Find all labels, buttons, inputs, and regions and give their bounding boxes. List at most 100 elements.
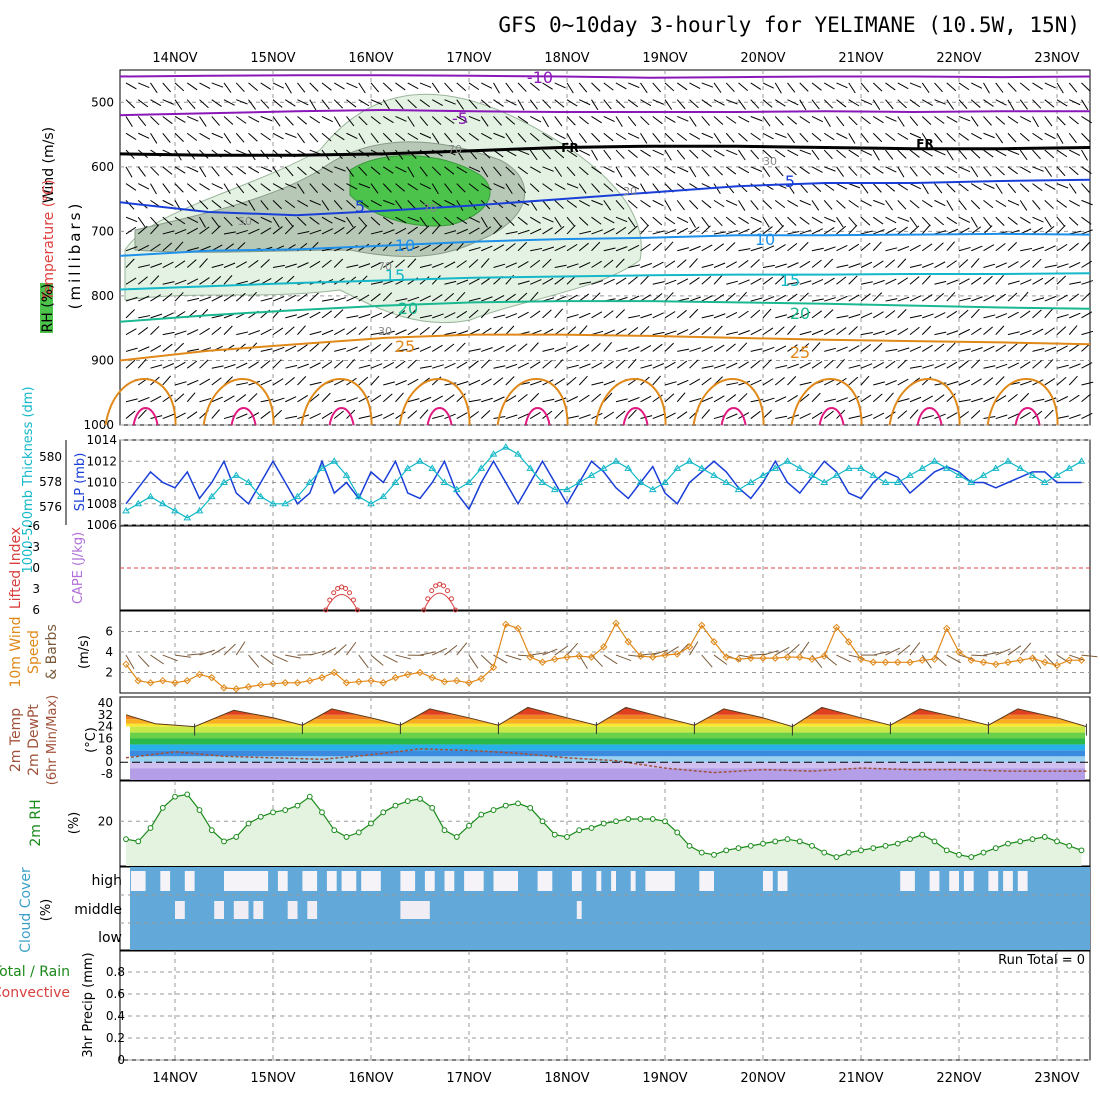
precip-axis-label: 3hr Precip (mm) bbox=[81, 952, 96, 1057]
rh-marker bbox=[724, 848, 729, 853]
rh-marker bbox=[1079, 848, 1084, 853]
wind-tick-label: 4 bbox=[105, 645, 113, 659]
rh-marker bbox=[638, 817, 643, 822]
date-label-top: 22NOV bbox=[936, 51, 981, 66]
isotherm-label: 20 bbox=[790, 304, 810, 323]
date-label-top: 17NOV bbox=[446, 51, 491, 66]
temperature-color-band bbox=[130, 768, 1085, 780]
rh-tick-label: 20 bbox=[98, 814, 113, 828]
pressure-tick-label: 1000 bbox=[83, 418, 114, 432]
rh-marker bbox=[283, 808, 288, 813]
rh-marker bbox=[540, 819, 545, 824]
temperature-warm-band bbox=[120, 724, 1090, 727]
rh-marker bbox=[834, 855, 839, 860]
dewpt2m-axis-label: 2m DewPt bbox=[26, 704, 42, 776]
temperature-color-band bbox=[130, 727, 1085, 733]
pressure-tick-label: 900 bbox=[91, 353, 114, 367]
cloud-high-gap bbox=[445, 871, 455, 891]
cloud-high-gap bbox=[699, 871, 714, 891]
rh-marker bbox=[626, 817, 631, 822]
date-label-bottom: 16NOV bbox=[348, 1071, 393, 1086]
cape-axis-label: CAPE (J/kg) bbox=[71, 532, 86, 604]
cloud-high-gap bbox=[596, 871, 601, 891]
rh-marker bbox=[124, 837, 129, 842]
cloud-row-label: middle bbox=[74, 902, 122, 918]
rh-marker bbox=[859, 848, 864, 853]
temperature-tick-label: 40 bbox=[98, 696, 113, 710]
rh-marker bbox=[675, 830, 680, 835]
rh-marker bbox=[761, 841, 766, 846]
slp-tick-label: 1012 bbox=[86, 454, 117, 468]
cloud-high-gap bbox=[1003, 871, 1013, 891]
isotherm-label: FR bbox=[561, 141, 578, 155]
cloud-high-gap bbox=[611, 871, 616, 891]
slp-tick-label: 1008 bbox=[86, 497, 117, 511]
cloud-middle-gap bbox=[577, 901, 582, 919]
cloud-middle-gap bbox=[234, 901, 249, 919]
rh-marker bbox=[650, 817, 655, 822]
isotherm-label: 25 bbox=[790, 343, 810, 362]
temperature-unit-label: (°C) bbox=[84, 727, 99, 753]
temperature-color-band bbox=[130, 762, 1085, 768]
rh-marker bbox=[1042, 835, 1047, 840]
rh-marker bbox=[797, 839, 802, 844]
run-total-label: Run Total = 0 bbox=[998, 953, 1085, 968]
rh-marker bbox=[883, 843, 888, 848]
rh-marker bbox=[932, 839, 937, 844]
cloud-high-gap bbox=[631, 871, 636, 891]
rh-marker bbox=[1030, 837, 1035, 842]
rh-marker bbox=[136, 839, 141, 844]
rh-marker bbox=[1067, 843, 1072, 848]
rh-marker bbox=[993, 846, 998, 851]
cloud-high-gap bbox=[160, 871, 170, 891]
cloud-high-gap bbox=[1018, 871, 1028, 891]
rh-marker bbox=[430, 805, 435, 810]
date-label-bottom: 14NOV bbox=[152, 1071, 197, 1086]
rh-axis-label: RH (%) bbox=[40, 284, 56, 333]
cloud-high-gap bbox=[400, 871, 415, 891]
rh-marker bbox=[920, 832, 925, 837]
date-label-bottom: 15NOV bbox=[250, 1071, 295, 1086]
isotherm-label: 15 bbox=[780, 271, 800, 290]
rh-marker bbox=[160, 805, 165, 810]
rh-contour-label: 50 bbox=[238, 215, 252, 228]
cloud-cover-fill bbox=[130, 867, 1090, 950]
pressure-tick-label: 800 bbox=[91, 289, 114, 303]
cloud-middle-gap bbox=[400, 901, 429, 919]
cloud-high-gap bbox=[645, 871, 674, 891]
date-label-bottom: 20NOV bbox=[740, 1071, 785, 1086]
date-label-bottom: 19NOV bbox=[642, 1071, 687, 1086]
wind-barbs-axis-label: & Barbs bbox=[44, 624, 60, 680]
wind-tick-label: 6 bbox=[105, 625, 113, 639]
rh-marker bbox=[295, 803, 300, 808]
lifted-index-tick-label: -3 bbox=[28, 540, 40, 554]
rh-marker bbox=[969, 855, 974, 860]
cloud-high-gap bbox=[572, 871, 582, 891]
rh-marker bbox=[1018, 839, 1023, 844]
cloud-high-gap bbox=[494, 871, 519, 891]
wind-unit-label: (m/s) bbox=[77, 635, 92, 669]
rh-marker bbox=[307, 794, 312, 799]
date-label-bottom: 21NOV bbox=[838, 1071, 883, 1086]
rh-marker bbox=[981, 850, 986, 855]
date-label-top: 15NOV bbox=[250, 51, 295, 66]
rh-marker bbox=[895, 841, 900, 846]
date-label-top: 23NOV bbox=[1034, 51, 1079, 66]
cloud-high-gap bbox=[988, 871, 998, 891]
precip-tick-label: 0 bbox=[117, 1053, 125, 1067]
rh-marker bbox=[271, 810, 276, 815]
rh-marker bbox=[418, 796, 423, 801]
date-label-bottom: 22NOV bbox=[936, 1071, 981, 1086]
rh-marker bbox=[663, 819, 668, 824]
rh-marker bbox=[479, 812, 484, 817]
rh-marker bbox=[491, 808, 496, 813]
temperature-axis-label: Temperature (°C) bbox=[41, 180, 57, 302]
precip-tick-label: 0.2 bbox=[106, 1031, 125, 1045]
slp-tick-label: 1006 bbox=[86, 518, 117, 532]
cloud-high-gap bbox=[302, 871, 317, 891]
rh-marker bbox=[516, 801, 521, 806]
rh2m-axis-label: 2m RH bbox=[28, 799, 44, 846]
rh-contour-label: 30 bbox=[623, 185, 637, 198]
slp-tick-label: 1010 bbox=[86, 476, 117, 490]
